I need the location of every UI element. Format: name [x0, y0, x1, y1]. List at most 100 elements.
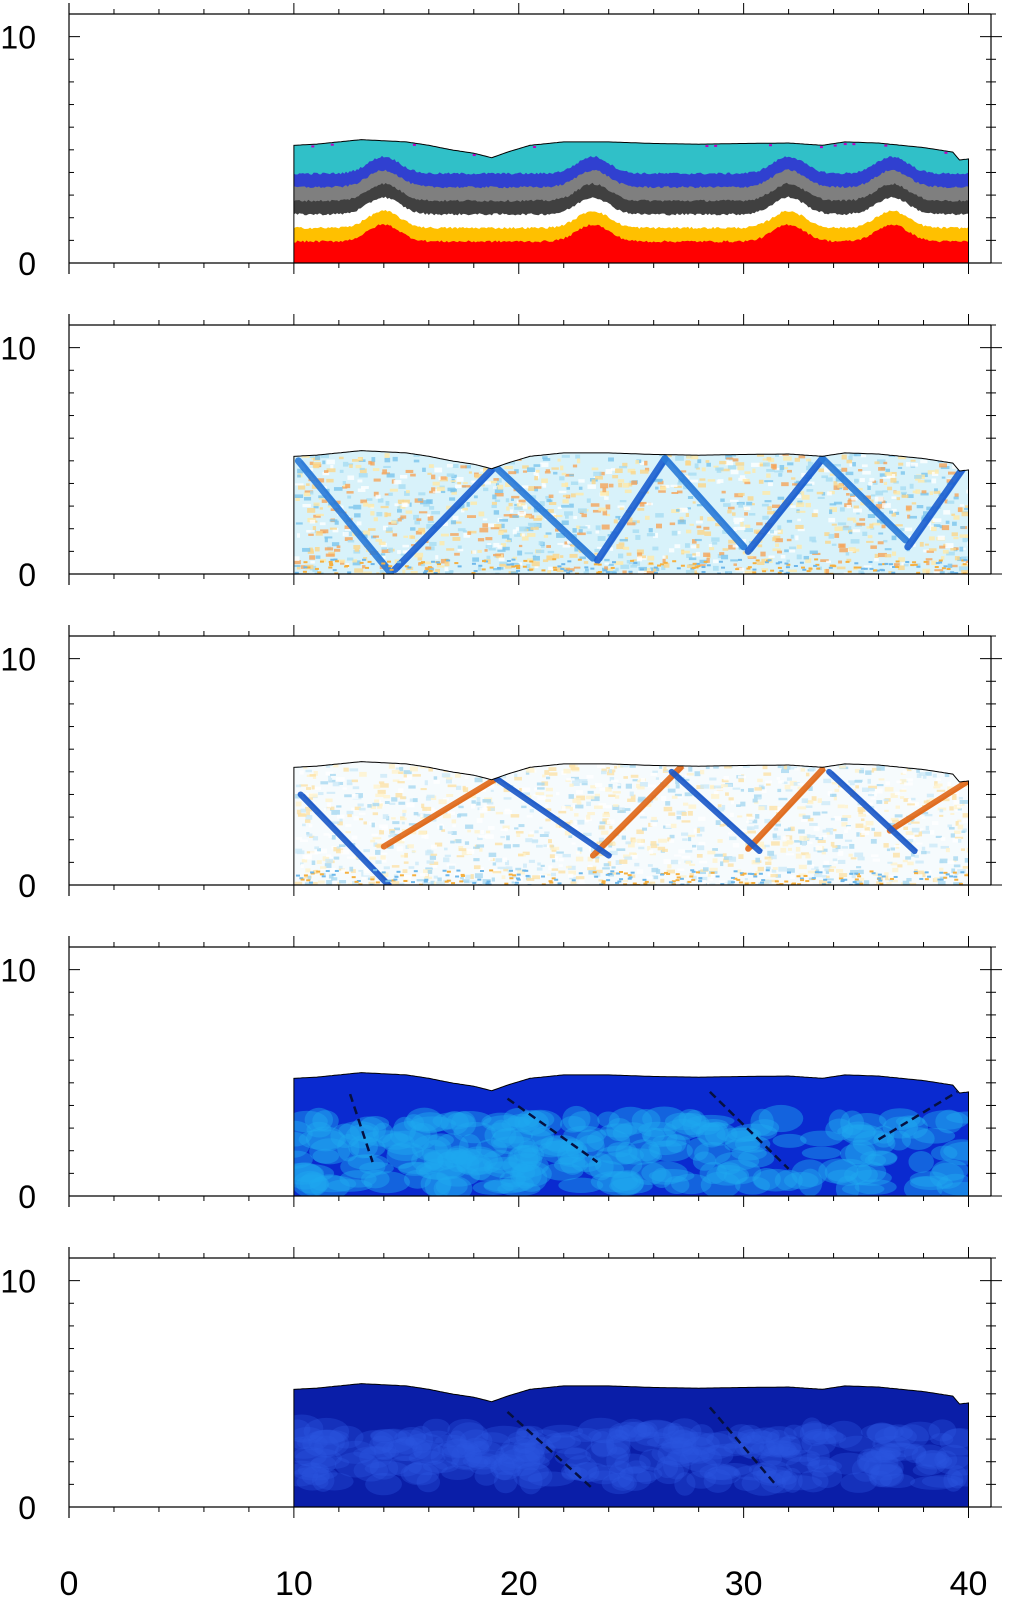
speckle [631, 854, 638, 859]
speckle [775, 543, 780, 547]
bottom-speckle [306, 566, 311, 569]
speckle [760, 551, 766, 557]
bottom-speckle [623, 872, 628, 875]
speckle [954, 493, 959, 498]
blob [412, 1440, 441, 1460]
domain-outline [293, 1072, 970, 1197]
speckle [514, 773, 518, 778]
speckle [809, 481, 815, 485]
speckle [421, 835, 427, 839]
speckle [409, 766, 418, 772]
speckle [314, 846, 320, 850]
blob [947, 1465, 968, 1489]
speckle [569, 806, 573, 811]
speckle [652, 770, 658, 773]
band-positive-edge [892, 779, 969, 832]
speckle [807, 817, 814, 822]
speckle [601, 830, 609, 835]
blob [305, 1126, 345, 1152]
blob [648, 1168, 695, 1183]
speckle [846, 504, 852, 509]
speckle [529, 495, 537, 499]
speckle [622, 570, 627, 574]
blob [698, 1119, 729, 1132]
speckle [842, 526, 852, 531]
speckle [644, 467, 650, 472]
speckle [510, 571, 519, 574]
speckle [538, 541, 544, 546]
speckle [738, 854, 744, 859]
speckle [838, 765, 846, 769]
speckle [597, 546, 606, 549]
shear-band-edge [666, 457, 748, 548]
speckle [404, 491, 410, 496]
speckle [326, 459, 335, 465]
blob [651, 1167, 672, 1188]
speckle [839, 548, 848, 553]
blob [886, 1130, 912, 1151]
speckle [961, 511, 969, 517]
speckle [738, 492, 745, 496]
speckle [895, 524, 903, 527]
speckle [542, 484, 547, 488]
speckle [884, 875, 891, 881]
speckle [932, 763, 941, 766]
blob [293, 1110, 328, 1133]
speckle [723, 776, 729, 781]
blob [304, 1107, 334, 1132]
speckle [715, 467, 724, 471]
speckle [853, 548, 860, 552]
speckle [962, 818, 969, 824]
blob [689, 1424, 714, 1446]
speckle [570, 481, 579, 485]
speckle [877, 541, 884, 545]
speckle [337, 882, 341, 885]
blob [908, 1151, 934, 1173]
speckle [924, 851, 931, 854]
speckle [420, 788, 427, 791]
blob [781, 1467, 803, 1493]
speckle [898, 557, 905, 562]
speckle [306, 483, 310, 486]
speckle [495, 483, 500, 486]
blob [667, 1418, 702, 1445]
speckle [801, 494, 810, 500]
speckle [952, 838, 961, 843]
speckle [442, 522, 449, 526]
blob [422, 1418, 450, 1438]
speckle [570, 804, 578, 809]
speckle [494, 762, 504, 767]
bottom-speckle [860, 572, 865, 574]
speckle [568, 835, 573, 838]
speckle [496, 453, 501, 458]
speckle [797, 806, 807, 810]
speckle [380, 553, 386, 556]
speckle [579, 526, 588, 529]
blob [583, 1160, 625, 1178]
speckle [372, 837, 382, 840]
speckle [562, 853, 571, 858]
speckle [764, 856, 771, 860]
speckle [807, 882, 813, 885]
blob [868, 1464, 905, 1488]
speckle [526, 564, 531, 569]
speckle [305, 815, 313, 820]
blob [943, 1141, 969, 1161]
speckle [497, 545, 503, 550]
speckle [602, 487, 607, 493]
speckle [505, 866, 513, 870]
speckle [297, 485, 306, 490]
speckle [649, 853, 656, 856]
speckle [618, 542, 625, 545]
speckle [536, 782, 545, 786]
speckle [414, 520, 420, 525]
bottom-speckle [460, 874, 465, 877]
speckle [377, 789, 386, 795]
speckle [650, 773, 657, 776]
bottom-speckle [680, 564, 685, 567]
speckle [354, 548, 360, 552]
speckle [538, 874, 548, 877]
bottom-speckle [805, 880, 810, 883]
speckle [381, 547, 388, 550]
blob [462, 1455, 491, 1468]
